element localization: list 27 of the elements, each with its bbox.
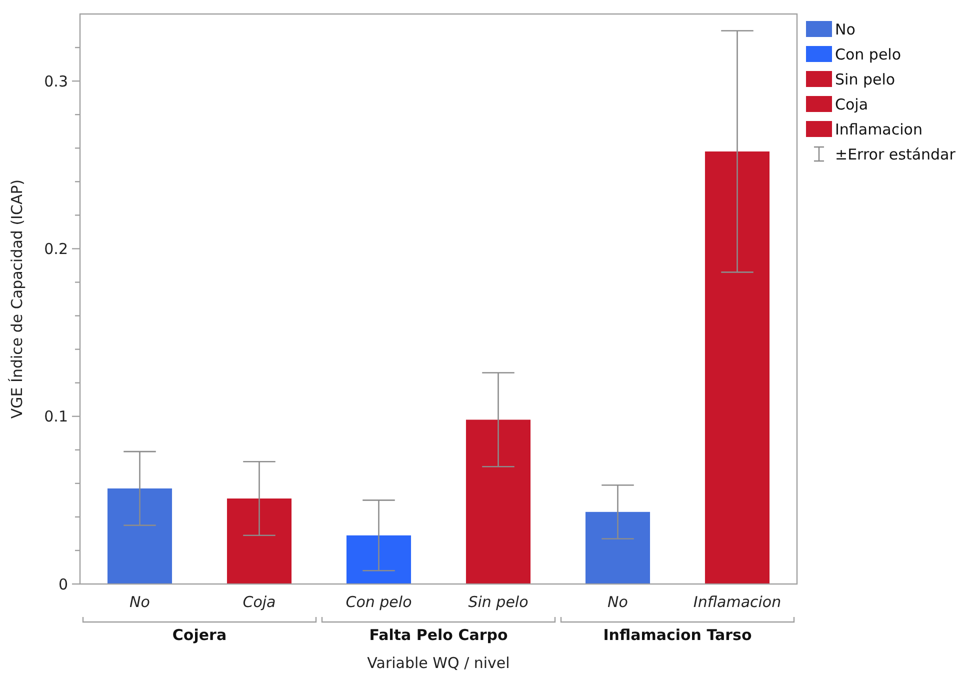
y-tick-label: 0.3 xyxy=(44,72,68,90)
text: ±Error estándar xyxy=(835,145,956,164)
y-tick-label: 0 xyxy=(58,575,68,594)
x-tick-label: No xyxy=(608,593,628,611)
y-tick-label: 0.2 xyxy=(44,240,68,258)
x-tick-label: Con pelo xyxy=(346,593,412,611)
legend-label: Coja xyxy=(835,95,868,114)
legend-label: Sin pelo xyxy=(835,70,896,88)
bar xyxy=(585,512,650,584)
x-tick-label: No xyxy=(130,593,150,611)
y-tick-label: 0.1 xyxy=(44,408,68,426)
bar xyxy=(346,535,412,584)
legend-label: Con pelo xyxy=(835,45,902,64)
y-axis-title: VGE Índice de Capacidad (ICAP) xyxy=(8,179,26,419)
text: Cojera xyxy=(172,626,227,644)
x-tick-label: Sin pelo xyxy=(468,593,528,611)
legend-label: Inflamacion xyxy=(835,120,922,138)
legend-label: No xyxy=(835,20,856,38)
x-tick-label: Inflamacion xyxy=(693,593,782,611)
bar xyxy=(704,151,770,584)
x-tick-label: Coja xyxy=(242,593,276,611)
x-axis-title: Variable WQ / nivel xyxy=(367,654,510,672)
text: Inflamacion Tarso xyxy=(603,626,752,644)
bar xyxy=(107,488,172,584)
text: Falta Pelo Carpo xyxy=(369,626,508,644)
bar xyxy=(466,420,531,584)
bar xyxy=(226,498,292,584)
